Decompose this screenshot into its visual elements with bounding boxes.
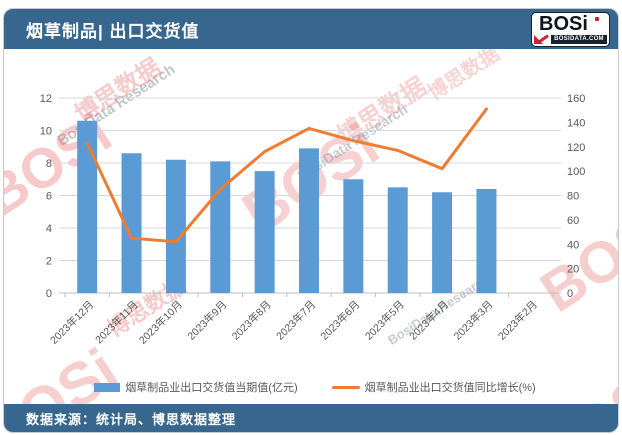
x-axis-category-label: 2023年12月 xyxy=(47,298,96,347)
bar xyxy=(210,161,231,293)
combo-chart: 0246810120204060801001201401602023年12月20… xyxy=(40,93,586,347)
bar xyxy=(343,179,364,293)
left-axis-tick-label: 0 xyxy=(46,288,52,300)
bar xyxy=(299,148,319,293)
legend-item-bar-series: 烟草制品业出口交货值当期值(亿元) xyxy=(94,379,298,395)
line-series-swatch-icon xyxy=(331,385,360,389)
logo-triangle-icon xyxy=(534,35,543,44)
bar-series-swatch-icon xyxy=(94,382,121,392)
x-axis-category-label: 2023年3月 xyxy=(451,298,496,343)
left-axis-tick-label: 2 xyxy=(46,256,52,268)
x-axis-category-label: 2023年10月 xyxy=(136,298,185,347)
logo-i-dot-icon xyxy=(595,17,599,21)
logo-text: BOSi xyxy=(539,13,588,35)
legend-item-line-series: 烟草制品业出口交货值同比增长(%) xyxy=(331,379,536,395)
chart-legend: 烟草制品业出口交货值当期值(亿元) 烟草制品业出口交货值同比增长(%) xyxy=(4,379,618,395)
growth-line xyxy=(85,107,488,244)
bosi-logo: BOSi BOSIDATA.COM xyxy=(531,12,610,47)
right-axis-tick-label: 100 xyxy=(567,166,585,178)
logo-domain: BOSIDATA.COM xyxy=(551,35,607,44)
right-axis-tick-label: 140 xyxy=(567,117,585,129)
page-title: 烟草制品| 出口交货值 xyxy=(26,21,200,41)
data-source-label: 数据来源：统计局、博思数据整理 xyxy=(26,411,237,427)
bar-series-label: 烟草制品业出口交货值当期值(亿元) xyxy=(125,382,298,394)
x-axis-category-label: 2023年2月 xyxy=(495,298,540,343)
x-axis-category-label: 2023年11月 xyxy=(92,298,140,346)
x-axis-category-label: 2023年9月 xyxy=(185,298,230,343)
left-axis-tick-label: 4 xyxy=(46,223,52,235)
x-axis-category-label: 2023年6月 xyxy=(318,298,363,343)
x-axis-category-label: 2023年7月 xyxy=(273,298,318,343)
right-axis-tick-label: 0 xyxy=(567,288,573,300)
left-axis-tick-label: 12 xyxy=(40,93,52,105)
left-axis-tick-label: 6 xyxy=(46,191,52,203)
right-axis-tick-label: 20 xyxy=(567,264,579,276)
bar xyxy=(432,192,453,293)
right-axis-tick-label: 160 xyxy=(567,93,585,105)
right-axis-tick-label: 60 xyxy=(567,215,579,227)
x-axis-category-label: 2023年4月 xyxy=(407,298,452,343)
left-axis-tick-label: 10 xyxy=(40,126,52,138)
header-bar: 烟草制品| 出口交货值 BOSi BOSIDATA.COM xyxy=(4,9,618,49)
bar xyxy=(476,189,497,293)
right-axis-tick-label: 120 xyxy=(567,142,585,154)
bar xyxy=(165,159,186,293)
bar xyxy=(387,187,408,293)
x-axis-category-label: 2023年8月 xyxy=(229,298,274,343)
right-axis-tick-label: 80 xyxy=(567,191,579,203)
footer-bar: 数据来源：统计局、博思数据整理 xyxy=(4,404,618,432)
x-axis-category-label: 2023年5月 xyxy=(362,298,407,343)
report-panel: BosiData Research BOSi 博思数据 BOSi 博思数据 Bo… xyxy=(3,8,619,433)
bar xyxy=(77,120,98,293)
right-axis-tick-label: 40 xyxy=(567,239,579,251)
left-axis-tick-label: 8 xyxy=(46,158,52,170)
bar xyxy=(121,153,142,293)
line-series-label: 烟草制品业出口交货值同比增长(%) xyxy=(364,382,536,394)
bar xyxy=(254,171,275,293)
